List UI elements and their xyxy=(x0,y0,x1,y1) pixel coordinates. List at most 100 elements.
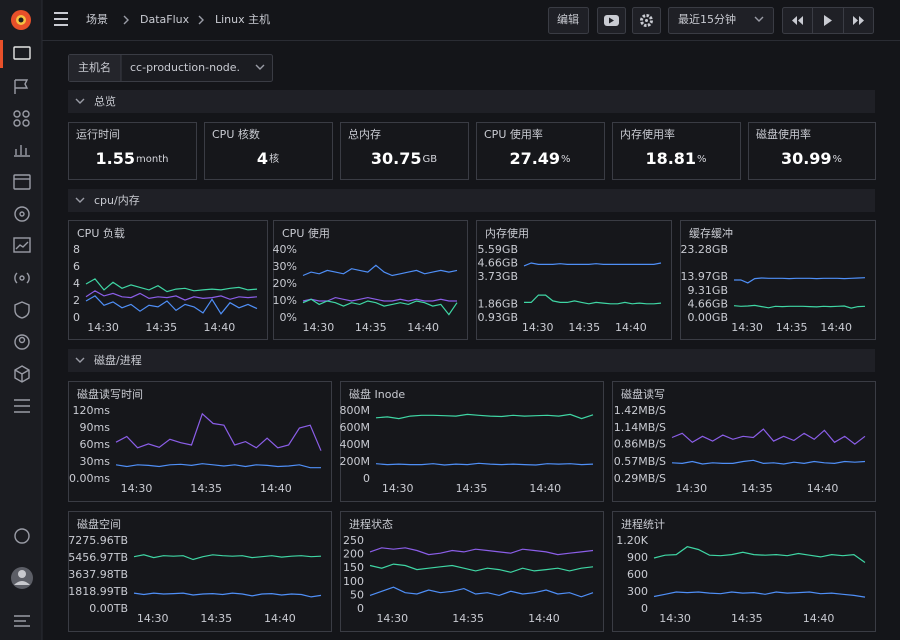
series-line xyxy=(85,278,258,293)
y-tick-label: 4.66GB xyxy=(687,297,728,310)
stat-card xyxy=(612,122,741,180)
stat-unit: month xyxy=(136,154,168,165)
stat-label: 总内存 xyxy=(348,127,381,141)
y-tick-label: 120ms xyxy=(73,404,111,417)
x-tick-label: 14:30 xyxy=(121,482,153,495)
y-tick-label: 13.97GB xyxy=(680,270,728,283)
series-line xyxy=(369,586,594,598)
time-range-label: 最近15分钟 xyxy=(678,12,736,26)
menu-button[interactable] xyxy=(54,12,68,26)
x-tick-label: 14:30 xyxy=(382,482,414,495)
stat-value: 27.49% xyxy=(509,149,570,168)
chart-title: 内存使用 xyxy=(485,226,529,240)
series-line xyxy=(115,412,322,451)
y-tick-label: 30ms xyxy=(80,455,111,468)
y-tick-label: 0.93GB xyxy=(477,311,518,324)
stat-value: 1.55month xyxy=(96,149,169,168)
y-tick-label: 0.29MB/S xyxy=(614,472,666,485)
breadcrumb-sep xyxy=(198,15,204,25)
section-header xyxy=(68,90,875,113)
series-line xyxy=(734,277,866,284)
section-title: cpu/内存 xyxy=(94,193,140,207)
y-tick-label: 0 xyxy=(641,602,648,615)
settings-button[interactable] xyxy=(632,7,661,34)
x-tick-label: 14:35 xyxy=(456,482,488,495)
filter-label: 主机名 xyxy=(78,60,111,74)
x-tick-label: 14:40 xyxy=(204,321,236,334)
x-tick-label: 14:30 xyxy=(303,321,335,334)
series-line xyxy=(375,413,594,420)
section-title: 磁盘/进程 xyxy=(94,353,142,367)
series-line xyxy=(133,592,322,598)
y-tick-label: 800M xyxy=(340,404,371,417)
y-tick-label: 150 xyxy=(343,561,364,574)
y-tick-label: 0 xyxy=(73,311,80,324)
stat-value: 18.81% xyxy=(645,149,706,168)
video-button[interactable] xyxy=(597,7,626,34)
y-tick-label: 23.28GB xyxy=(680,243,728,256)
sidebar-active-indicator xyxy=(0,40,3,68)
x-tick-label: 14:30 xyxy=(522,321,554,334)
section-chevron xyxy=(75,197,85,203)
y-tick-label: 4.66GB xyxy=(477,257,518,270)
y-tick-label: 200 xyxy=(343,548,364,561)
y-tick-label: 4 xyxy=(73,277,80,290)
chart-title: CPU 负载 xyxy=(77,226,125,240)
x-tick-label: 14:30 xyxy=(659,612,691,625)
stat-unit: 核 xyxy=(269,152,279,165)
chart-panel xyxy=(68,220,268,340)
chart-title: 磁盘空间 xyxy=(77,517,121,531)
y-tick-label: 2 xyxy=(73,294,80,307)
breadcrumb[interactable]: 场景 xyxy=(86,12,108,26)
stat-unit: % xyxy=(697,154,707,165)
stat-unit: GB xyxy=(423,154,438,165)
y-tick-label: 1.86GB xyxy=(477,297,518,310)
series-line xyxy=(375,462,594,466)
y-tick-label: 1.14MB/S xyxy=(614,421,666,434)
series-line xyxy=(653,591,866,598)
y-tick-label: 3637.98TB xyxy=(68,568,128,581)
x-tick-label: 14:40 xyxy=(615,321,647,334)
y-tick-label: 60ms xyxy=(80,438,111,451)
chart-panel xyxy=(340,511,604,632)
x-tick-label: 14:40 xyxy=(529,482,561,495)
y-tick-label: 5.59GB xyxy=(477,243,518,256)
host-filter[interactable]: 主机名 cc-production-node. xyxy=(68,54,273,82)
x-tick-label: 14:35 xyxy=(200,612,232,625)
y-tick-label: 400M xyxy=(340,438,371,451)
y-tick-label: 0.00ms xyxy=(69,472,110,485)
chart-title: 磁盘 Inode xyxy=(349,387,405,401)
series-line xyxy=(523,262,662,267)
series-line xyxy=(302,298,458,316)
sidebar xyxy=(0,0,42,640)
y-tick-label: 90ms xyxy=(80,421,111,434)
chart-panel xyxy=(68,381,332,502)
x-tick-label: 14:35 xyxy=(741,482,773,495)
series-line xyxy=(302,264,458,277)
stat-number: 18.81 xyxy=(645,149,696,168)
series-line xyxy=(85,295,258,315)
stat-card xyxy=(68,122,197,180)
y-tick-label: 0.00TB xyxy=(89,602,128,615)
series-line xyxy=(369,547,594,556)
chart-panel xyxy=(273,220,468,340)
series-line xyxy=(671,428,866,445)
sidebar-icons[interactable] xyxy=(13,46,31,627)
time-range-select[interactable]: 最近15分钟 xyxy=(668,7,774,34)
series-line xyxy=(85,290,258,301)
stat-label: CPU 使用率 xyxy=(484,127,543,141)
stat-label: 内存使用率 xyxy=(620,127,675,141)
stat-card xyxy=(340,122,469,180)
edit-button[interactable]: 编辑 xyxy=(548,7,589,34)
playback-controls[interactable] xyxy=(782,7,874,34)
y-tick-label: 600 xyxy=(627,568,648,581)
series-line xyxy=(653,546,866,563)
chart-panel xyxy=(612,511,876,632)
breadcrumb[interactable]: DataFlux xyxy=(140,13,190,26)
y-tick-label: 8 xyxy=(73,243,80,256)
avatar[interactable] xyxy=(11,567,33,589)
chart-panel xyxy=(680,220,876,340)
section-chevron xyxy=(75,98,85,104)
y-tick-label: 0% xyxy=(280,311,297,324)
